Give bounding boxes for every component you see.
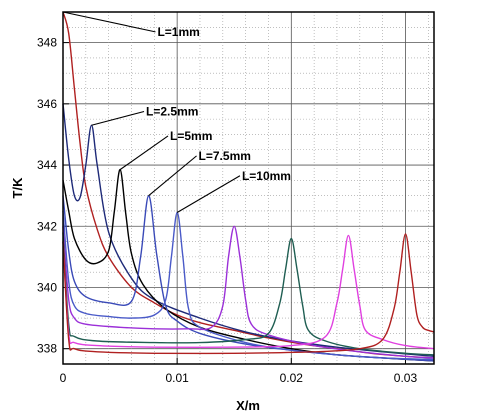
x-tick-label: 0.01 xyxy=(165,371,189,385)
y-tick-label: 342 xyxy=(37,219,57,233)
series-line-5 xyxy=(62,210,435,361)
series-line-6 xyxy=(62,225,435,359)
y-tick-label: 340 xyxy=(37,280,57,294)
x-tick-label: 0.02 xyxy=(280,371,304,385)
y-tick-label: 348 xyxy=(37,36,57,50)
series-line-9 xyxy=(62,233,435,355)
annotation-leader-line xyxy=(62,11,156,33)
plot-area xyxy=(63,12,434,364)
annotation-label: L=2.5mm xyxy=(146,104,198,118)
series-line-7 xyxy=(62,232,435,356)
y-tick-label: 346 xyxy=(37,97,57,111)
x-axis-ticks: 0 0.01 0.02 0.03 xyxy=(60,358,418,385)
annotations: L=1mm L=2.5mm L=5mm L=7.5mm L=10mm xyxy=(62,11,291,213)
series-line-8 xyxy=(62,234,435,350)
y-tick-label: 338 xyxy=(37,342,57,356)
y-tick-label: 344 xyxy=(37,158,57,172)
x-tick-label: 0.03 xyxy=(394,371,418,385)
annotation-label: L=10mm xyxy=(242,169,291,183)
annotation-leader-line xyxy=(91,110,145,126)
y-axis-ticks: 338 340 342 344 346 348 xyxy=(37,36,69,356)
annotation-leader-line xyxy=(176,175,241,213)
x-axis-label: X/m xyxy=(236,398,260,413)
annotation-leader-line xyxy=(148,155,197,197)
annotation-label: L=7.5mm xyxy=(199,149,251,163)
series-line-2 xyxy=(62,103,435,357)
plot-frame xyxy=(62,11,435,365)
y-axis-label: T/K xyxy=(10,177,25,199)
annotation-label: L=5mm xyxy=(170,129,212,143)
x-tick-label: 0 xyxy=(60,371,67,385)
annotation-label: L=1mm xyxy=(157,25,199,39)
series-lines xyxy=(62,11,435,362)
annotation-leader-line xyxy=(119,135,169,171)
series-line-3 xyxy=(62,168,435,362)
